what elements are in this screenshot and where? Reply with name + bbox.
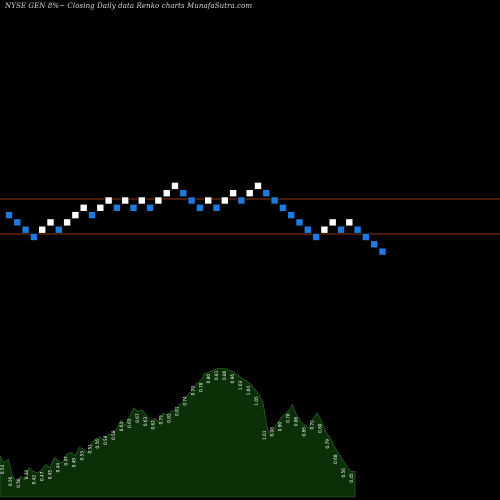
volume-label: 0.68 <box>333 454 338 464</box>
renko-brick-down <box>312 233 320 241</box>
volume-label: 0.38 <box>24 470 29 480</box>
chart-header: NYSE GEN 8%~ Closing Daily data Renko ch… <box>5 2 253 10</box>
volume-label: 0.45 <box>349 473 354 483</box>
volume-label: 0.79 <box>190 386 195 396</box>
renko-brick-down <box>129 204 138 212</box>
renko-brick-up <box>138 196 146 205</box>
renko-brick-down <box>179 189 188 197</box>
renko-brick-down <box>370 240 379 249</box>
volume-label: 0.74 <box>182 396 187 406</box>
volume-label: 1.03 <box>238 380 243 390</box>
renko-brick-down <box>113 204 121 212</box>
renko-brick-down <box>30 233 38 241</box>
volume-label: 0.80 <box>317 423 322 433</box>
renko-brick-up <box>221 196 229 205</box>
renko-brick-down <box>337 225 345 234</box>
renko-brick-down <box>196 204 204 212</box>
renko-brick-up <box>154 196 163 205</box>
renko-brick-up <box>46 218 55 227</box>
renko-brick-down <box>5 211 13 219</box>
volume-label: 0.78 <box>198 382 203 392</box>
renko-brick-down <box>270 196 279 205</box>
volume-label: 0.45 <box>48 470 53 480</box>
volume-label: 0.63 <box>143 416 148 426</box>
renko-brick-up <box>171 182 179 190</box>
renko-brick-up <box>328 218 337 227</box>
volume-label: 0.44 <box>56 463 61 473</box>
renko-brick-down <box>353 225 362 234</box>
volume-label: 0.86 <box>222 370 227 380</box>
volume-label: 0.86 <box>301 427 306 437</box>
renko-brick-up <box>245 189 254 197</box>
renko-brick-up <box>96 204 105 212</box>
volume-label: 0.49 <box>71 458 76 468</box>
renko-brick-down <box>303 225 312 234</box>
volume-label: 0.47 <box>40 471 45 481</box>
renko-brick-down <box>212 204 221 212</box>
renko-brick-down <box>287 211 296 219</box>
renko-brick-down <box>378 247 387 256</box>
renko-brick-down <box>262 189 271 197</box>
volume-label: 0.56 <box>8 476 13 486</box>
volume-label: 0.50 <box>16 478 21 488</box>
volume-label: 0.90 <box>278 422 283 432</box>
volume-area <box>0 368 356 498</box>
volume-label: 0.81 <box>175 406 180 416</box>
renko-brick-up <box>345 218 354 227</box>
volume-label: 0.53 <box>79 451 84 461</box>
renko-brick-down <box>13 218 22 227</box>
renko-brick-down <box>146 204 154 212</box>
volume-label: 0.54 <box>0 464 5 474</box>
price-level-lines <box>0 198 500 235</box>
volume-label: 0.81 <box>214 370 219 380</box>
volume-label: 0.80 <box>206 374 211 384</box>
volume-label: 1.04 <box>246 386 251 396</box>
volume-label: 0.59 <box>103 435 108 445</box>
renko-brick-up <box>254 182 262 190</box>
renko-brick-down <box>362 233 370 241</box>
volume-label: 0.82 <box>167 413 172 423</box>
renko-brick-up <box>204 196 212 205</box>
renko-brick-down <box>237 196 246 205</box>
renko-brick-up <box>63 218 71 227</box>
renko-brick-down <box>279 204 287 212</box>
volume-label: 0.98 <box>270 427 275 437</box>
volume-label: 0.72 <box>309 420 314 430</box>
volume-label: 0.62 <box>151 420 156 430</box>
renko-brick-down <box>187 196 196 205</box>
volume-label: 0.42 <box>32 475 37 485</box>
volume-label: 0.96 <box>230 374 235 384</box>
renko-brick-up <box>104 196 113 205</box>
renko-brick-down <box>54 225 63 234</box>
renko-brick-up <box>71 211 80 219</box>
volume-label: 0.58 <box>111 430 116 440</box>
volume-label: 0.64 <box>119 422 124 432</box>
renko-brick-up <box>162 189 171 197</box>
renko-brick-up <box>38 225 47 234</box>
renko-brick-up <box>229 189 237 197</box>
volume-label: 0.79 <box>325 439 330 449</box>
volume-label: 0.86 <box>294 416 299 426</box>
volume-label: 0.56 <box>341 468 346 478</box>
renko-brick-up <box>320 225 329 234</box>
renko-bricks <box>5 182 387 256</box>
volume-label: 0.65 <box>127 418 132 428</box>
renko-brick-down <box>21 225 30 234</box>
volume-label: 0.75 <box>159 415 164 425</box>
volume-label: 0.78 <box>286 413 291 423</box>
volume-label: 0.51 <box>87 444 92 454</box>
volume-label: 0.67 <box>135 413 140 423</box>
volume-label: 0.56 <box>95 439 100 449</box>
renko-brick-down <box>88 211 96 219</box>
renko-brick-up <box>79 204 88 212</box>
renko-brick-up <box>121 196 129 205</box>
volume-label: 1.01 <box>262 430 267 440</box>
volume-label: 0.47 <box>64 456 69 466</box>
volume-panel: 0.540.56 0.500.380.42 0.47 0.450.440.47 0.49… <box>0 368 356 498</box>
volume-label: 1.05 <box>254 396 259 406</box>
renko-brick-down <box>295 218 304 227</box>
